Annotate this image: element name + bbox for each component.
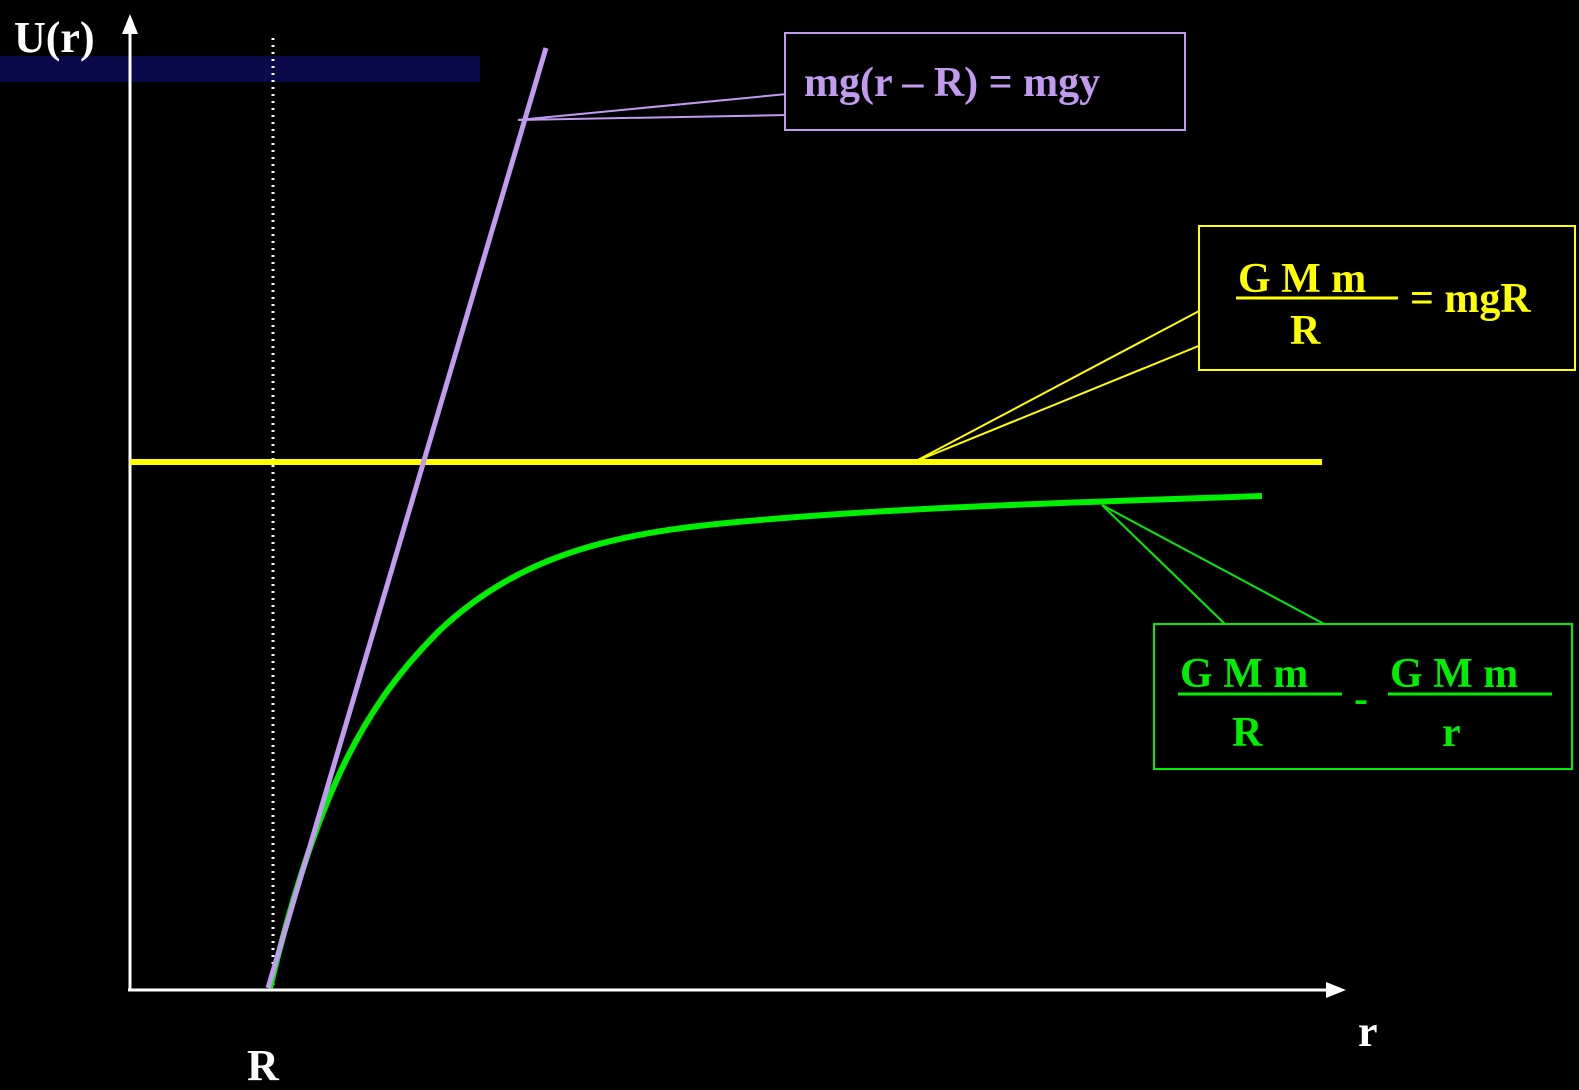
linear-approximation-line [265, 47, 549, 989]
asymptote-callout-pointer [913, 309, 1202, 463]
r-marker-label: R [247, 1041, 280, 1090]
y-axis-arrowhead [122, 14, 138, 34]
linear-callout-pointer [517, 93, 788, 121]
curve-left-denominator: R [1232, 710, 1263, 756]
linear-callout-box [784, 32, 1186, 131]
linear-callout-text: mg(r – R) = mgy [804, 60, 1100, 106]
curve-callout-box [1153, 623, 1573, 770]
linear-callout: mg(r – R) = mgy [517, 32, 1186, 131]
y-axis-label: U(r) [14, 13, 95, 62]
x-axis-label: r [1358, 1007, 1378, 1056]
asymptote-denominator: R [1290, 308, 1321, 354]
curve-left-numerator: G M m [1180, 651, 1308, 697]
asymptote-numerator: G M m [1238, 256, 1366, 302]
axes [122, 14, 1346, 998]
title-banner [0, 56, 480, 82]
potential-curve [267, 493, 1263, 989]
curve-operator: - [1354, 676, 1368, 722]
x-axis-arrowhead [1326, 982, 1346, 998]
asymptote-callout: G M m R = mgR [913, 225, 1576, 463]
curve-callout-pointer [1101, 504, 1327, 626]
asymptote-suffix: = mgR [1410, 276, 1531, 322]
curve-right-numerator: G M m [1390, 651, 1518, 697]
curve-right-denominator: r [1442, 710, 1461, 756]
curve-callout: G M m R - G M m r [1101, 504, 1573, 770]
